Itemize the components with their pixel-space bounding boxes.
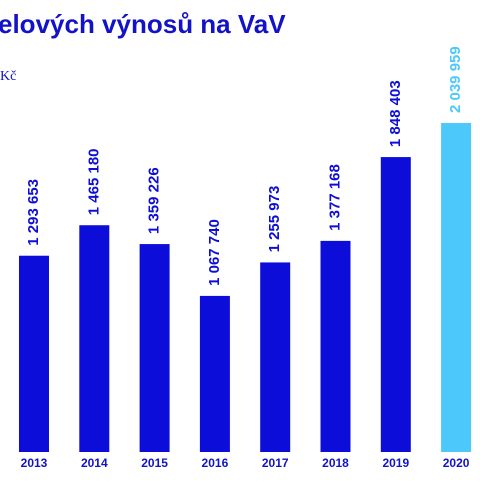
x-tick-label: 2017 bbox=[262, 456, 289, 470]
bar bbox=[139, 244, 170, 452]
bar bbox=[320, 240, 351, 452]
bar bbox=[380, 157, 411, 453]
x-tick-label: 2018 bbox=[322, 456, 349, 470]
bar bbox=[441, 123, 472, 452]
value-label: 1 465 180 bbox=[85, 148, 102, 215]
value-label: 1 377 168 bbox=[326, 164, 343, 231]
value-label: 1 848 403 bbox=[387, 80, 404, 147]
bar bbox=[199, 295, 230, 452]
x-tick-label: 2013 bbox=[21, 456, 48, 470]
value-label: 1 067 740 bbox=[206, 219, 223, 286]
x-tick-label: 2014 bbox=[81, 456, 108, 470]
value-label: 1 255 973 bbox=[266, 186, 283, 253]
x-tick-label: 2016 bbox=[202, 456, 229, 470]
value-label: 1 293 653 bbox=[25, 179, 42, 246]
x-tick-label: 2020 bbox=[443, 456, 470, 470]
x-tick-label: 2015 bbox=[141, 456, 168, 470]
value-label: 2 039 959 bbox=[447, 46, 464, 113]
value-label: 1 359 226 bbox=[146, 167, 163, 234]
bar bbox=[260, 262, 291, 452]
x-tick-label: 2019 bbox=[382, 456, 409, 470]
bar bbox=[19, 255, 49, 452]
bar bbox=[79, 225, 110, 452]
chart-subtitle: Kč bbox=[0, 69, 16, 84]
chart-title: elových výnosů na VaV bbox=[0, 9, 286, 39]
